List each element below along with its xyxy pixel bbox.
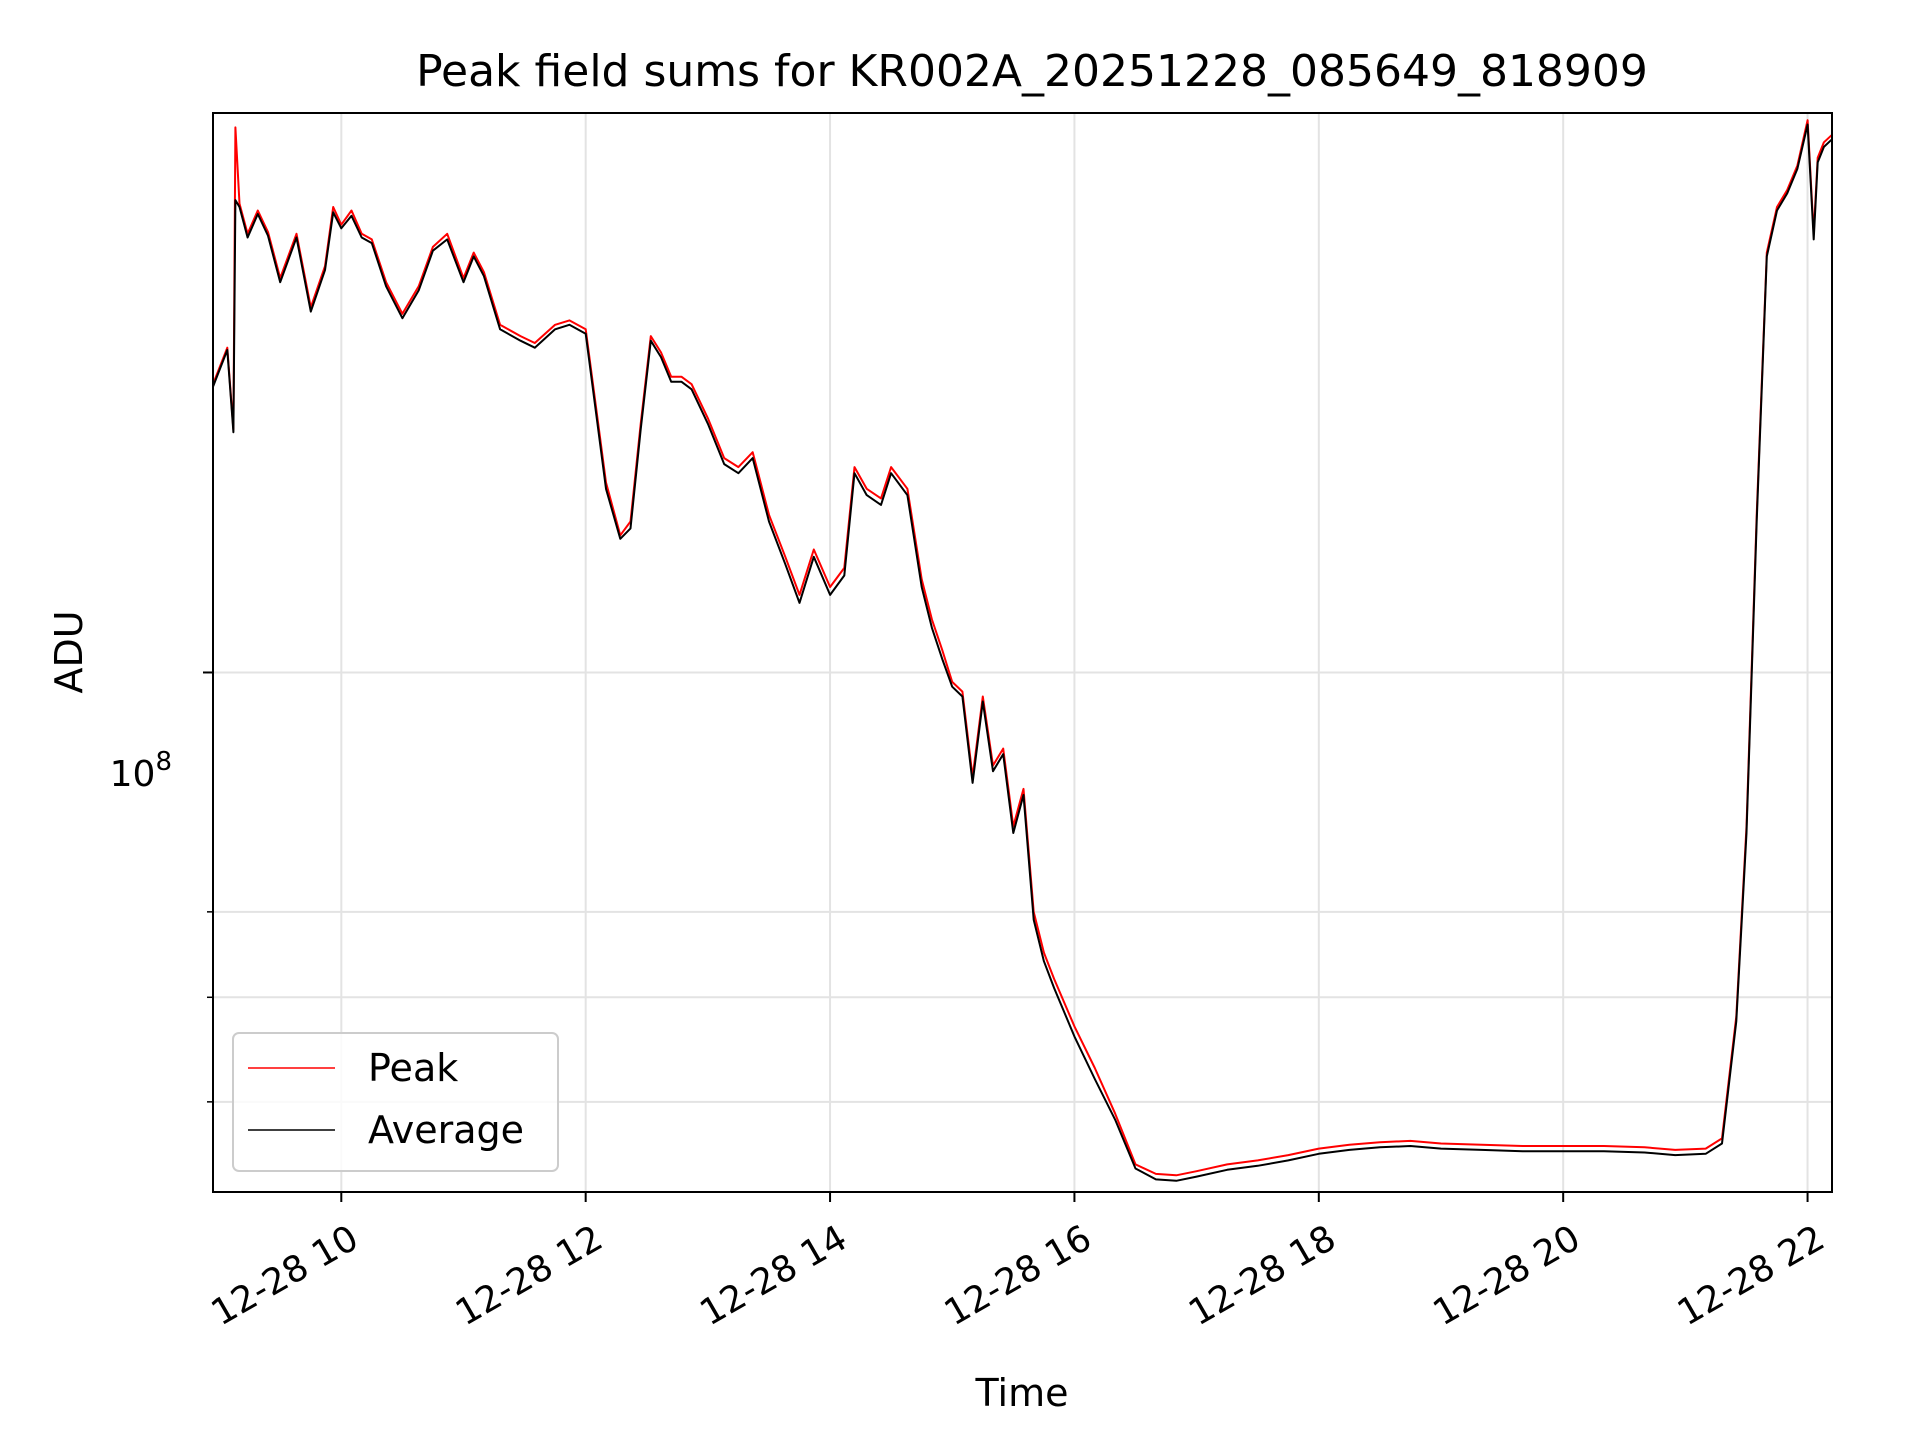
x-tick-label: 12-28 18 bbox=[1182, 1218, 1343, 1334]
y-tick-base: 10 bbox=[110, 754, 156, 795]
x-axis-label: Time bbox=[975, 1371, 1069, 1415]
x-tick-label: 12-28 10 bbox=[205, 1218, 366, 1334]
legend: Peak Average bbox=[232, 1032, 559, 1172]
plot-area bbox=[213, 119, 1832, 1182]
series-line-peak bbox=[213, 119, 1832, 1177]
x-tick-label: 12-28 20 bbox=[1427, 1218, 1588, 1334]
x-tick-label: 12-28 12 bbox=[449, 1218, 610, 1334]
y-tick-exponent: 8 bbox=[155, 747, 172, 777]
series-line-average bbox=[213, 123, 1832, 1182]
x-tick-label: 12-28 14 bbox=[693, 1218, 854, 1334]
x-axis: 12-28 10 12-28 12 12-28 14 12-28 16 12-28 18… bbox=[205, 1192, 1832, 1334]
chart-title: Peak field sums for KR002A_20251228_0856… bbox=[416, 46, 1648, 97]
y-axis: 108 bbox=[110, 671, 213, 1103]
x-tick-label: 12-28 22 bbox=[1671, 1218, 1832, 1334]
axes-frame bbox=[212, 112, 1833, 1193]
y-axis-label: ADU bbox=[47, 610, 91, 693]
grid bbox=[213, 113, 1832, 1192]
legend-peak-label: Peak bbox=[368, 1046, 458, 1090]
x-tick-label: 12-28 16 bbox=[938, 1218, 1099, 1334]
legend-average-label: Average bbox=[368, 1108, 524, 1152]
y-tick-label: 108 bbox=[110, 747, 172, 795]
